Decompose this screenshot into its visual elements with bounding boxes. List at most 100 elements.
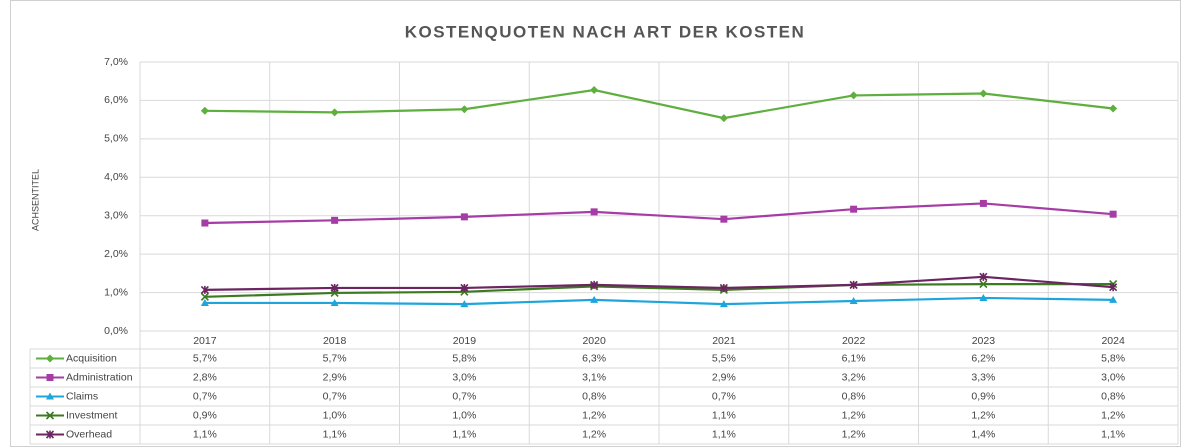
- series-line: [204, 283, 1114, 298]
- table-value: 6,3%: [582, 352, 606, 364]
- table-value: 1,1%: [1101, 428, 1125, 440]
- table-value: 3,0%: [452, 371, 476, 383]
- marker: [979, 293, 988, 301]
- table-value: 1,2%: [842, 428, 866, 440]
- x-tick-label: 2021: [712, 335, 736, 347]
- y-tick-label: 4,0%: [104, 171, 128, 183]
- y-tick-label: 5,0%: [104, 133, 128, 145]
- chart-title: KOSTENQUOTEN NACH ART DER KOSTEN: [405, 22, 806, 41]
- table-value: 5,5%: [712, 352, 736, 364]
- marker: [719, 114, 728, 123]
- table-value: 6,1%: [842, 352, 866, 364]
- marker: [590, 295, 599, 303]
- marker: [1109, 104, 1118, 113]
- marker: [979, 199, 987, 207]
- marker: [460, 283, 469, 293]
- marker: [460, 105, 469, 114]
- table-value: 1,1%: [323, 428, 347, 440]
- marker: [1109, 295, 1118, 303]
- table-value: 1,1%: [712, 428, 736, 440]
- marker: [201, 219, 209, 227]
- table-value: 0,7%: [452, 390, 476, 402]
- marker: [849, 280, 858, 289]
- table-value: 1,2%: [971, 409, 995, 421]
- table-value: 0,9%: [971, 390, 995, 402]
- y-tick-label: 1,0%: [104, 286, 128, 298]
- x-tick-label: 2019: [453, 335, 477, 347]
- table-value: 1,0%: [323, 409, 347, 421]
- series-line: [204, 296, 1114, 306]
- table-value: 1,1%: [193, 428, 217, 440]
- table-value: 1,0%: [452, 409, 476, 421]
- x-tick-label: 2023: [972, 335, 996, 347]
- table-value: 1,1%: [712, 409, 736, 421]
- series-line: [204, 275, 1114, 291]
- marker: [331, 216, 339, 224]
- y-tick-label: 7,0%: [104, 56, 128, 68]
- marker: [979, 89, 988, 98]
- x-tick-label: 2022: [842, 335, 866, 347]
- table-value: 3,1%: [582, 371, 606, 383]
- legend-label: Claims: [66, 390, 98, 402]
- marker: [590, 86, 599, 95]
- table-value: 1,4%: [971, 428, 995, 440]
- table-value: 1,2%: [582, 409, 606, 421]
- marker: [330, 108, 339, 117]
- marker: [849, 297, 858, 305]
- table-value: 5,7%: [193, 352, 217, 364]
- table-value: 1,2%: [1101, 409, 1125, 421]
- legend-label: Acquisition: [66, 352, 117, 364]
- x-tick-label: 2024: [1101, 335, 1125, 347]
- series-line: [204, 88, 1114, 120]
- marker: [719, 283, 728, 293]
- legend-marker: [46, 374, 54, 381]
- legend-label: Investment: [66, 409, 117, 421]
- marker: [1109, 210, 1117, 218]
- table-value: 2,8%: [193, 371, 217, 383]
- marker: [200, 106, 209, 115]
- marker: [460, 300, 469, 308]
- table-value: 0,8%: [1101, 390, 1125, 402]
- table-value: 0,8%: [842, 390, 866, 402]
- table-value: 5,8%: [1101, 352, 1125, 364]
- table-value: 0,8%: [582, 390, 606, 402]
- legend-label: Administration: [66, 371, 133, 383]
- table-value: 0,7%: [712, 390, 736, 402]
- marker: [200, 285, 209, 294]
- marker: [330, 283, 339, 293]
- table-value: 0,9%: [193, 409, 217, 421]
- legend-label: Overhead: [66, 428, 112, 440]
- table-value: 6,2%: [971, 352, 995, 364]
- x-tick-label: 2017: [193, 335, 217, 347]
- table-value: 0,7%: [323, 390, 347, 402]
- marker: [719, 300, 728, 308]
- table-value: 2,9%: [712, 371, 736, 383]
- marker: [460, 213, 468, 221]
- table-value: 3,3%: [971, 371, 995, 383]
- table-value: 5,7%: [323, 352, 347, 364]
- marker: [590, 208, 598, 216]
- marker: [200, 292, 209, 301]
- table-value: 3,0%: [1101, 371, 1125, 383]
- legend-marker: [46, 392, 54, 400]
- x-tick-label: 2018: [323, 335, 347, 347]
- y-tick-label: 6,0%: [104, 94, 128, 106]
- table-value: 2,9%: [323, 371, 347, 383]
- y-tick-label: 3,0%: [104, 209, 128, 221]
- table-value: 1,2%: [842, 409, 866, 421]
- marker: [200, 298, 209, 306]
- marker: [720, 215, 728, 223]
- table-value: 3,2%: [842, 371, 866, 383]
- y-tick-label: 2,0%: [104, 248, 128, 260]
- marker: [330, 298, 339, 306]
- marker: [590, 280, 599, 289]
- legend-marker: [46, 354, 54, 363]
- marker: [849, 91, 858, 100]
- marker: [979, 280, 988, 289]
- table-value: 1,2%: [582, 428, 606, 440]
- y-tick-label: 0,0%: [104, 325, 128, 337]
- legend-marker: [45, 411, 55, 420]
- table-value: 1,1%: [452, 428, 476, 440]
- table-value: 0,7%: [193, 390, 217, 402]
